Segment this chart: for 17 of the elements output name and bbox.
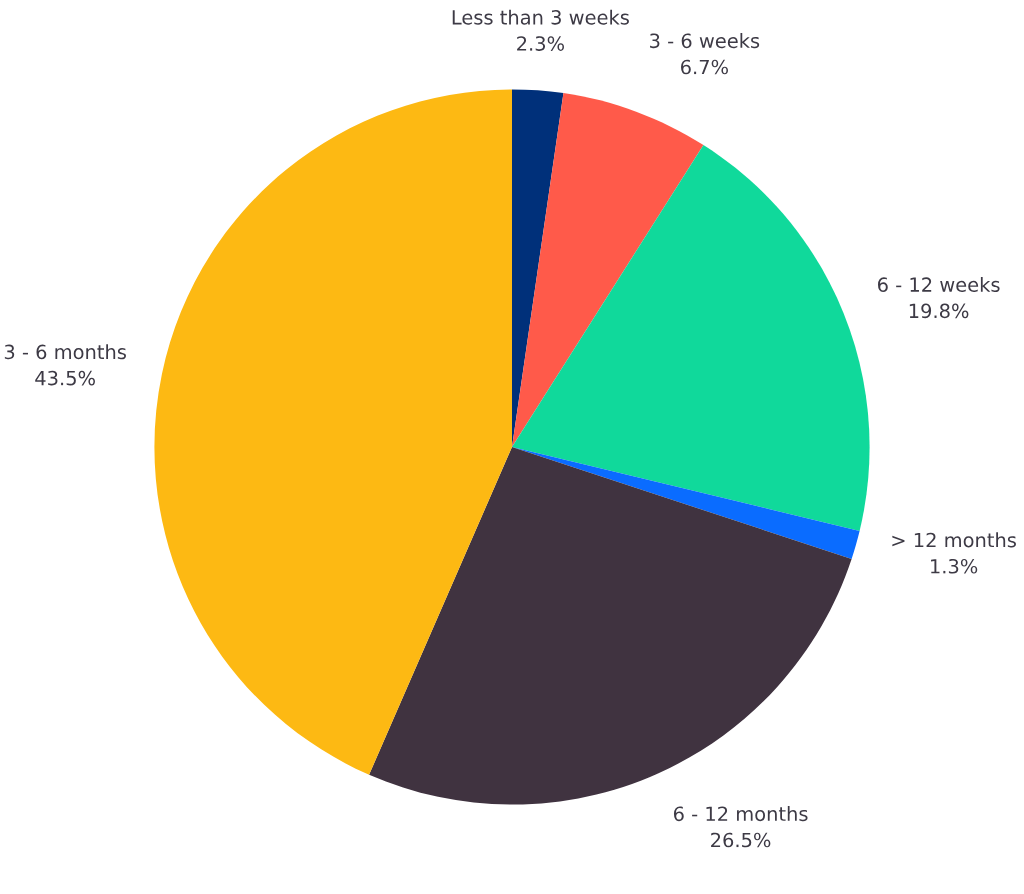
pie-slice xyxy=(512,89,564,447)
data-label: 1.3% xyxy=(931,558,978,574)
pie-slice xyxy=(369,447,852,805)
pie-slice xyxy=(154,89,512,775)
slice-label: 6 - 12 weeks xyxy=(878,276,1000,293)
slice-label: > 12 months xyxy=(892,532,1016,548)
data-label: 43.5% xyxy=(35,370,95,386)
data-label: 2.3% xyxy=(517,36,564,51)
data-label: 19.8% xyxy=(909,303,969,319)
data-label: 26.5% xyxy=(711,832,771,848)
pie-slice xyxy=(512,93,704,447)
slice-label: 3 - 6 months xyxy=(4,344,126,360)
slice-label: 3 - 6 weeks xyxy=(650,33,760,49)
slice-label: Less than 3 weeks xyxy=(452,9,629,25)
slice-label: 6 - 12 months xyxy=(673,806,808,822)
pie-slice xyxy=(512,144,870,531)
data-label: 6.7% xyxy=(681,59,728,75)
